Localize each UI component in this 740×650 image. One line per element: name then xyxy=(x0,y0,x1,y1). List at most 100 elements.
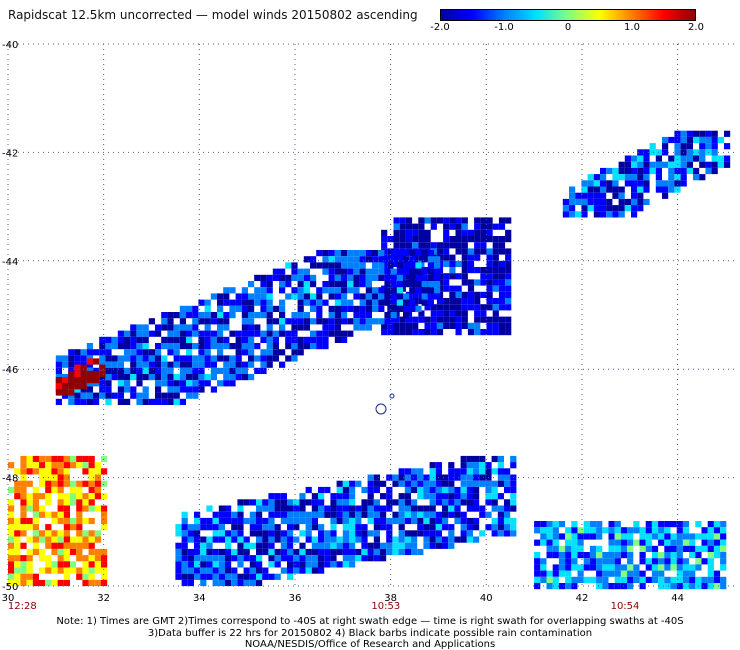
wind-cell xyxy=(192,324,199,331)
wind-cell xyxy=(707,564,714,571)
wind-cell xyxy=(105,386,112,393)
wind-cell xyxy=(643,149,650,156)
wind-cell xyxy=(460,462,467,469)
wind-cell xyxy=(355,524,362,531)
wind-cell xyxy=(130,361,137,368)
wind-cell xyxy=(299,548,306,556)
wind-cell xyxy=(436,329,444,336)
wind-cell xyxy=(93,398,100,405)
wind-cell xyxy=(430,316,437,323)
wind-cell xyxy=(386,493,393,500)
wind-cell xyxy=(8,567,15,574)
wind-cell xyxy=(212,555,219,562)
wind-cell xyxy=(39,462,46,469)
wind-cell xyxy=(342,536,349,543)
wind-cell xyxy=(229,367,236,374)
wind-cell xyxy=(651,552,659,559)
wind-cell xyxy=(68,392,75,399)
wind-cell xyxy=(417,530,424,537)
wind-cell xyxy=(575,211,582,218)
colorbar-tick-label: 0 xyxy=(564,22,572,33)
wind-cell xyxy=(455,217,462,224)
wind-cell xyxy=(682,570,690,577)
wind-cell xyxy=(392,548,399,556)
wind-cell xyxy=(101,480,108,487)
wind-cell xyxy=(427,250,434,257)
wind-cell xyxy=(130,330,137,337)
wind-cell xyxy=(63,511,70,518)
wind-cell xyxy=(365,318,372,325)
wind-cell xyxy=(8,579,15,587)
wind-cell xyxy=(606,186,613,193)
wind-cell xyxy=(418,310,425,317)
wind-cell xyxy=(76,542,83,549)
wind-cell xyxy=(448,536,455,543)
wind-cell xyxy=(393,260,400,267)
wind-cell xyxy=(614,539,621,546)
wind-cell xyxy=(8,555,15,562)
wind-cell xyxy=(161,367,168,374)
wind-cell xyxy=(693,149,700,156)
wind-cell xyxy=(589,558,597,565)
wind-cell xyxy=(70,567,77,574)
wind-cell xyxy=(398,524,405,531)
wind-cell xyxy=(705,143,712,150)
wind-cell xyxy=(293,517,300,525)
wind-cell xyxy=(418,229,425,236)
wind-cell xyxy=(229,380,236,387)
wind-cell xyxy=(101,517,108,525)
wind-cell xyxy=(443,229,450,236)
wind-cell xyxy=(55,383,62,390)
wind-cell xyxy=(404,517,411,525)
wind-cell xyxy=(260,281,267,288)
wind-cell xyxy=(443,316,450,323)
wind-cell xyxy=(63,462,70,469)
wind-cell xyxy=(235,330,242,337)
wind-cell xyxy=(620,533,628,540)
wind-cell xyxy=(552,583,559,590)
wind-cell xyxy=(404,499,411,506)
wind-cell xyxy=(248,281,255,288)
wind-cell xyxy=(479,530,486,537)
wind-cell xyxy=(668,167,675,175)
wind-cell xyxy=(434,274,441,281)
wind-cell xyxy=(581,192,588,199)
wind-cell xyxy=(45,561,52,568)
wind-cell xyxy=(474,304,481,311)
wind-cell xyxy=(449,316,456,323)
wind-cell xyxy=(26,536,33,543)
wind-cell xyxy=(57,561,64,568)
wind-cell xyxy=(627,558,634,565)
wind-cell xyxy=(254,312,261,319)
wind-cell xyxy=(670,533,677,540)
wind-cell xyxy=(372,268,379,275)
wind-cell xyxy=(63,561,70,568)
wind-cell xyxy=(235,361,242,368)
wind-cell xyxy=(589,545,597,552)
wind-cell xyxy=(198,312,205,319)
data-cells xyxy=(8,130,731,590)
wind-cell xyxy=(720,521,727,528)
wind-cell xyxy=(74,349,81,356)
wind-cell xyxy=(380,511,387,518)
wind-cell xyxy=(14,530,21,537)
wind-cell xyxy=(571,564,578,571)
wind-cell xyxy=(254,355,261,362)
wind-cell xyxy=(256,542,263,549)
wind-cell xyxy=(637,149,644,156)
wind-cell xyxy=(618,161,625,168)
wind-cell xyxy=(510,505,517,512)
wind-cell xyxy=(225,579,232,587)
wind-cell xyxy=(651,545,659,552)
wind-cell xyxy=(649,143,656,150)
wind-cell xyxy=(299,555,306,562)
wind-cell xyxy=(260,330,267,337)
wind-cell xyxy=(571,558,578,565)
wind-cell xyxy=(101,548,108,556)
wind-cell xyxy=(142,343,149,350)
wind-cell xyxy=(627,533,634,540)
wind-cell xyxy=(57,505,64,512)
wind-cell xyxy=(643,198,650,206)
wind-cell xyxy=(268,536,275,543)
wind-cell xyxy=(241,330,248,337)
